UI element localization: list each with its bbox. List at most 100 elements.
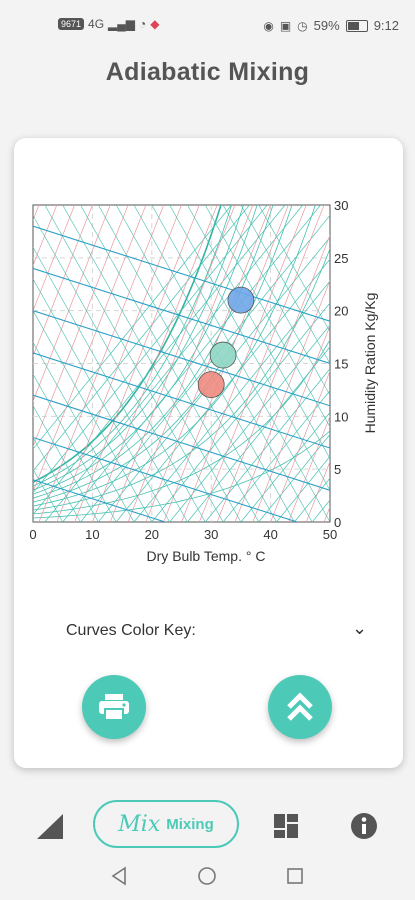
rh-curve: [33, 205, 274, 499]
slope-line: [240, 411, 330, 522]
volume-line: [62, 205, 242, 522]
nav-info-button[interactable]: [348, 810, 380, 842]
nfc-icon: ▣: [279, 18, 292, 33]
volume-line: [33, 246, 188, 522]
recents-icon[interactable]: [286, 867, 304, 885]
volume-line: [222, 205, 330, 396]
slope-line: [258, 433, 330, 522]
status-right: ◉ ▣ ◷ 59% 9:12: [263, 18, 399, 33]
volume-line: [33, 341, 135, 522]
accent-line: [33, 352, 330, 449]
volume-line: [204, 205, 330, 428]
double-chevron-up-icon: [287, 692, 313, 721]
psychro-curves: [33, 138, 403, 522]
slope-line: [151, 302, 330, 522]
rh-curve: [33, 205, 258, 495]
network-label: 4G: [88, 17, 105, 31]
x-tick-label: 50: [323, 527, 337, 542]
volume-line: [33, 214, 206, 522]
wetbulb-line: [378, 138, 403, 522]
wetbulb-line: [288, 415, 330, 522]
clock: 9:12: [373, 18, 399, 33]
slope-line: [62, 205, 322, 522]
x-tick-label: 30: [204, 527, 218, 542]
slope-line: [383, 138, 403, 522]
wetbulb-line: [252, 324, 330, 522]
volume-line: [240, 205, 330, 365]
slope-line: [115, 258, 330, 522]
x-axis-label: Dry Bulb Temp. ° C: [147, 548, 266, 564]
printer-icon: [99, 694, 129, 721]
y-tick-label: 5: [334, 462, 341, 477]
eye-icon: ◉: [263, 18, 274, 33]
status-bar: 9671 4G ▂▄▆ ◔ ◆ ◉ ▣ ◷ 59% 9:12: [0, 0, 415, 50]
slope-line: [33, 205, 268, 494]
ramp-icon: [37, 814, 63, 839]
page-title: Adiabatic Mixing: [105, 58, 310, 86]
volume-line: [169, 205, 330, 491]
data-point: [209, 341, 237, 369]
wetbulb-line: [270, 370, 330, 522]
y-axis-label: Humidity Ration Kg/Kg: [362, 293, 378, 434]
volume-line: [115, 205, 295, 522]
mix-label: Mixing: [166, 815, 214, 833]
volume-line: [33, 278, 170, 522]
home-icon[interactable]: [197, 866, 217, 886]
shield-icon: ◆: [150, 17, 160, 31]
rh-curve: [33, 248, 330, 511]
back-icon[interactable]: [109, 866, 129, 886]
accent-line: [33, 225, 330, 322]
data-point: [197, 371, 225, 399]
data-points: [197, 286, 255, 399]
slope-line: [169, 324, 330, 522]
status-left: 9671 4G ▂▄▆ ◔ ◆: [58, 18, 160, 30]
y-tick-label: 20: [334, 304, 348, 319]
y-tick-label: 30: [334, 198, 348, 213]
slope-line: [33, 205, 232, 450]
y-tick-label: 25: [334, 251, 348, 266]
slope-line: [98, 236, 330, 522]
wetbulb-line: [395, 138, 403, 522]
scroll-up-button[interactable]: [268, 675, 332, 739]
signal-icon: ▂▄▆: [108, 17, 136, 31]
slope-line: [80, 214, 330, 522]
battery-icon: [345, 19, 368, 32]
nav-mixing-tab[interactable]: Mix Mixing: [93, 800, 239, 848]
nav-ramp-button[interactable]: [34, 810, 66, 842]
x-tick-label: 20: [145, 527, 159, 542]
volume-line: [33, 310, 153, 522]
volume-line: [80, 205, 259, 522]
volume-line: [97, 205, 277, 522]
info-icon: [351, 813, 377, 839]
data-point: [227, 286, 255, 314]
accent-line: [33, 267, 330, 365]
slope-line: [133, 280, 330, 522]
curves-color-key-label[interactable]: Curves Color Key:: [66, 622, 196, 639]
x-tick-label: 40: [263, 527, 277, 542]
mix-logo: Mix: [118, 811, 161, 837]
volume-line: [133, 205, 313, 522]
nav-dashboard-button[interactable]: [270, 810, 302, 842]
chevron-down-icon[interactable]: ⌄: [352, 618, 368, 638]
y-tick-label: 15: [334, 357, 348, 372]
x-tick-label: 10: [85, 527, 99, 542]
notification-badge: 9671: [58, 18, 85, 30]
volume-line: [44, 205, 224, 522]
slope-line: [401, 138, 403, 522]
slope-line: [222, 390, 330, 522]
alarm-icon: ◷: [297, 18, 308, 33]
volume-line: [33, 436, 81, 522]
dashboard-icon: [274, 814, 298, 838]
wifi-icon: ◔: [139, 17, 147, 31]
x-tick-label: 0: [29, 527, 36, 542]
accent-line: [33, 310, 330, 407]
print-button[interactable]: [82, 675, 146, 739]
slope-line: [204, 368, 330, 522]
y-tick-label: 10: [334, 409, 348, 424]
rh-curve: [33, 205, 244, 491]
slope-line: [33, 205, 286, 516]
battery-percent: 59%: [313, 18, 340, 33]
volume-line: [33, 405, 99, 522]
